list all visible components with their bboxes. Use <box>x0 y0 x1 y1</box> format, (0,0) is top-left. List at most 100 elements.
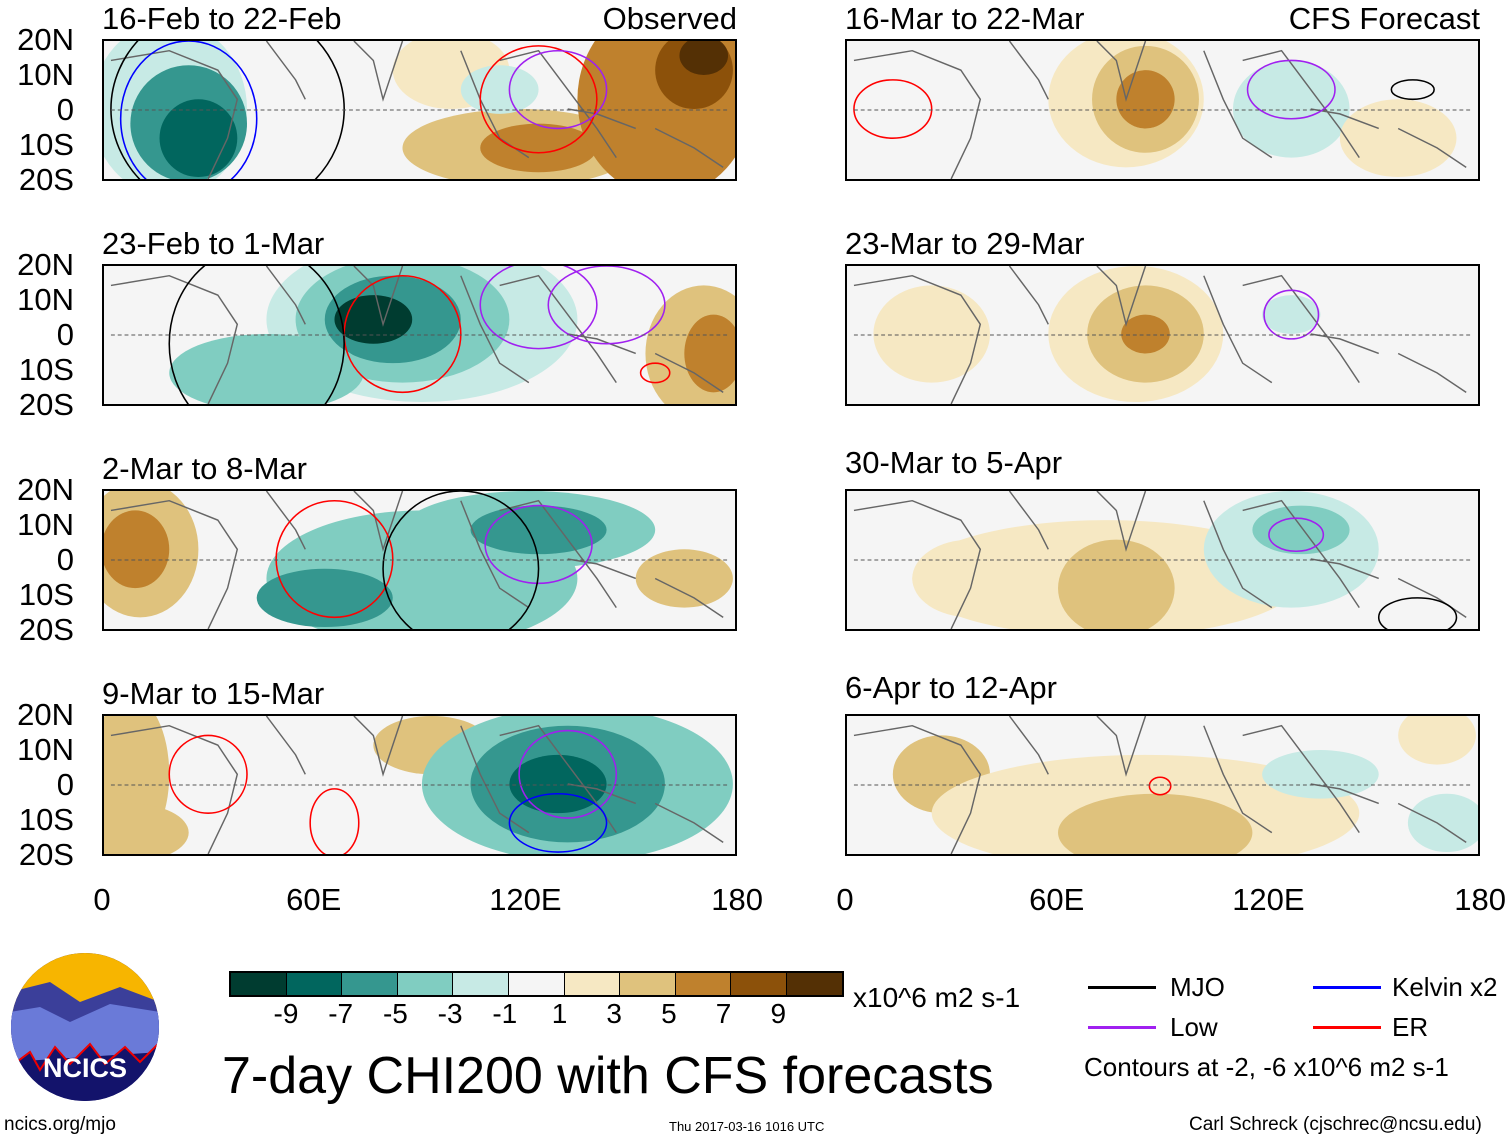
contour-line <box>1246 59 1336 120</box>
shading-region <box>256 568 393 628</box>
y-tick-label: 10S <box>18 127 74 162</box>
coastline <box>853 716 1467 854</box>
y-tick-label: 0 <box>56 767 74 802</box>
contour-line <box>853 79 933 139</box>
panel-title: 23-Feb to 1-Mar <box>102 226 325 261</box>
coastline <box>110 716 724 854</box>
y-tick-label: 10N <box>17 57 74 92</box>
contour-line <box>547 266 666 345</box>
contour-line <box>479 45 598 154</box>
x-tick-label: 120E <box>489 882 562 917</box>
ncics-logo: NCICS <box>11 953 159 1101</box>
panel-title: 9-Mar to 15-Mar <box>102 676 325 711</box>
panel-title: 16-Mar to 22-Mar <box>845 1 1085 36</box>
y-tick-label: 20N <box>17 22 74 57</box>
contour-line <box>1263 289 1320 340</box>
y-tick-label: 10S <box>18 352 74 387</box>
colorbar-swatch <box>342 973 398 995</box>
colorbar-label: 3 <box>606 998 622 1029</box>
y-tick-label: 0 <box>56 92 74 127</box>
colorbar-swatch <box>508 973 565 995</box>
shading-region <box>1121 314 1170 354</box>
shading-region <box>1058 793 1253 854</box>
contour-line <box>484 504 593 585</box>
shading-region <box>1262 750 1379 799</box>
x-tick-label: 0 <box>836 882 854 917</box>
legend-line-mjo <box>1088 986 1156 989</box>
shading-region <box>912 539 1029 618</box>
x-tick-label: 180 <box>1454 882 1506 917</box>
map-panel <box>845 264 1480 406</box>
x-tick-label: 0 <box>93 882 111 917</box>
x-tick-label: 60E <box>286 882 342 917</box>
y-tick-label: 20S <box>18 387 74 422</box>
contour-line <box>1377 597 1458 629</box>
shading-region <box>104 510 170 589</box>
contour-line <box>508 49 608 130</box>
shading-region <box>1116 70 1175 129</box>
colorbar-swatch <box>564 973 621 995</box>
shading-region <box>1398 716 1476 765</box>
footer-author: Carl Schreck (cjschrec@ncsu.edu) <box>1189 1114 1482 1135</box>
legend-er: ER <box>1392 1012 1429 1042</box>
contour-line <box>1390 79 1435 101</box>
y-tick-label: 10N <box>17 732 74 767</box>
contour-line <box>518 729 618 819</box>
map-panel <box>845 489 1480 631</box>
y-tick-label: 10N <box>17 282 74 317</box>
shading-region <box>873 285 990 383</box>
contour-line <box>309 788 360 854</box>
y-tick-label: 20N <box>17 247 74 282</box>
contour-line <box>168 734 248 814</box>
units-label: x10^6 m2 s-1 <box>853 982 1021 1013</box>
colorbar-swatch <box>620 973 676 995</box>
y-tick-label: 20N <box>17 697 74 732</box>
panel-title: 2-Mar to 8-Mar <box>102 451 307 486</box>
legend-mjo: MJO <box>1170 972 1225 1002</box>
shading-region <box>1232 60 1350 158</box>
colorbar-swatch <box>397 973 454 995</box>
panel-title: 30-Mar to 5-Apr <box>845 445 1063 480</box>
y-tick-label: 0 <box>56 542 74 577</box>
contour-line <box>382 491 540 629</box>
y-tick-label: 10S <box>18 577 74 612</box>
shading-region <box>1339 99 1457 178</box>
panel-title: 16-Feb to 22-Feb <box>102 1 342 36</box>
shading-region <box>1407 793 1478 853</box>
colorbar-swatch <box>231 973 287 995</box>
colorbar-swatch <box>731 973 787 995</box>
contour-line <box>1268 517 1325 553</box>
colorbar-label: 1 <box>551 998 568 1029</box>
shading-region <box>159 99 238 178</box>
footer-timestamp: Thu 2017-03-16 1016 UTC <box>669 1119 825 1134</box>
colorbar-swatch <box>786 973 842 995</box>
legend-line-kelvin <box>1313 986 1381 989</box>
coastline <box>110 491 724 629</box>
coastline <box>110 266 724 404</box>
y-tick-label: 10S <box>18 802 74 837</box>
colorbar-label: -9 <box>273 998 299 1029</box>
contour-line <box>479 266 598 350</box>
legend-line-er <box>1313 1026 1381 1029</box>
y-tick-label: 20S <box>18 162 74 197</box>
coastline <box>853 41 1467 179</box>
panel-title: 23-Mar to 29-Mar <box>845 226 1085 261</box>
shading-region <box>1058 539 1175 629</box>
contour-line <box>168 266 345 404</box>
contour-line <box>1148 776 1172 796</box>
contour-line <box>119 41 258 179</box>
colorbar-label: -5 <box>382 998 408 1029</box>
shading-region <box>334 295 413 344</box>
shading-region <box>460 65 539 114</box>
colorbar-label: 9 <box>770 998 787 1029</box>
x-tick-label: 60E <box>1029 882 1085 917</box>
x-tick-label: 180 <box>711 882 763 917</box>
contour-line <box>275 499 394 619</box>
contour-note: Contours at -2, -6 x10^6 m2 s-1 <box>1084 1052 1449 1082</box>
colorbar-label: -7 <box>328 998 354 1029</box>
legend-low: Low <box>1170 1012 1218 1042</box>
map-panel <box>845 714 1480 856</box>
coastline <box>110 41 724 179</box>
colorbar <box>229 971 844 997</box>
main-title: 7-day CHI200 with CFS forecasts <box>222 1047 994 1105</box>
